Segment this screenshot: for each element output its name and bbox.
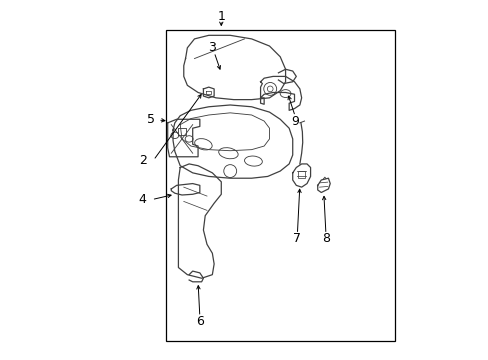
Text: 9: 9 xyxy=(291,114,299,127)
Text: 4: 4 xyxy=(139,193,146,206)
Text: 7: 7 xyxy=(293,233,301,246)
Bar xyxy=(165,30,394,341)
Text: 8: 8 xyxy=(321,233,329,246)
Text: 3: 3 xyxy=(208,41,216,54)
Bar xyxy=(298,171,304,178)
Text: 1: 1 xyxy=(217,10,225,23)
Text: 5: 5 xyxy=(146,113,154,126)
Text: 2: 2 xyxy=(139,154,146,167)
Text: 6: 6 xyxy=(196,315,203,328)
